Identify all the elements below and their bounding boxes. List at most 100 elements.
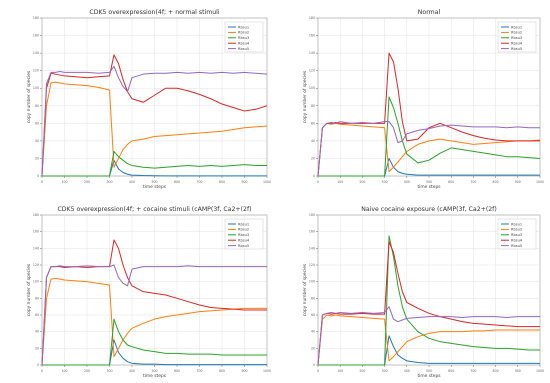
y-tick-label: 160 bbox=[33, 230, 39, 234]
x-tick-label: 300 bbox=[382, 369, 388, 373]
x-tick-label: 200 bbox=[359, 369, 365, 373]
chart-title: CDK5 overexpression(4f; + cocaine stimul… bbox=[57, 206, 251, 213]
y-tick-label: 180 bbox=[33, 16, 39, 20]
y-tick-label: 60 bbox=[35, 121, 39, 125]
x-tick-label: 800 bbox=[219, 180, 225, 184]
x-tick-label: 700 bbox=[470, 180, 476, 184]
x-tick-label: 700 bbox=[196, 180, 202, 184]
y-tick-label: 40 bbox=[35, 139, 39, 143]
x-tick-label: 200 bbox=[84, 180, 90, 184]
y-tick-label: 40 bbox=[35, 330, 39, 334]
y-tick-label: 40 bbox=[311, 139, 315, 143]
x-tick-label: 900 bbox=[515, 369, 521, 373]
x-tick-label: 200 bbox=[84, 369, 90, 373]
y-tick-label: 140 bbox=[33, 246, 39, 250]
x-axis-label: time steps bbox=[143, 373, 167, 379]
x-tick-label: 800 bbox=[219, 369, 225, 373]
x-tick-label: 1000 bbox=[263, 369, 271, 373]
x-tick-label: 200 bbox=[359, 180, 365, 184]
y-tick-label: 100 bbox=[33, 280, 39, 284]
chart-panel-1: 0 100 200 300 400 500 600 700 800 900 1000 0 20 40 60 8… bbox=[26, 9, 271, 190]
legend-label: Rbsu1 bbox=[511, 25, 522, 29]
legend-label: Rbsu2 bbox=[238, 31, 249, 35]
chart-panel-4: 0 100 200 300 400 500 600 700 800 900 1000 0 20 40 60 8… bbox=[302, 206, 544, 379]
y-tick-label: 0 bbox=[37, 363, 39, 367]
x-tick-label: 100 bbox=[61, 369, 67, 373]
legend-label: Rbsu1 bbox=[238, 25, 249, 29]
chart-title: CDK5 overexpression(4f; + normal stimuli bbox=[89, 9, 219, 16]
y-tick-label: 120 bbox=[33, 263, 39, 267]
chart-title: Normal bbox=[418, 9, 441, 16]
y-axis-label: copy number of species bbox=[302, 263, 308, 316]
x-tick-label: 1000 bbox=[263, 180, 271, 184]
y-tick-label: 100 bbox=[309, 280, 315, 284]
legend-label: Rbsu3 bbox=[511, 36, 522, 40]
y-tick-label: 120 bbox=[309, 69, 315, 73]
legend-label: Rbsu4 bbox=[511, 239, 523, 243]
x-tick-label: 300 bbox=[106, 180, 112, 184]
x-tick-label: 500 bbox=[151, 369, 157, 373]
series-line-rbsu4 bbox=[41, 239, 267, 366]
y-tick-label: 160 bbox=[309, 34, 315, 38]
y-tick-label: 0 bbox=[313, 174, 315, 178]
y-tick-label: 80 bbox=[35, 296, 39, 300]
x-tick-label: 800 bbox=[493, 180, 499, 184]
y-tick-label: 0 bbox=[37, 174, 39, 178]
x-tick-label: 700 bbox=[470, 369, 476, 373]
series-line-rbsu5 bbox=[41, 264, 267, 366]
x-tick-label: 600 bbox=[174, 369, 180, 373]
y-tick-label: 180 bbox=[309, 213, 315, 217]
y-tick-label: 80 bbox=[311, 104, 315, 108]
x-tick-label: 800 bbox=[493, 369, 499, 373]
y-axis-label: copy number of species bbox=[26, 70, 32, 123]
series-line-rbsu5 bbox=[317, 121, 540, 177]
x-tick-label: 100 bbox=[61, 180, 67, 184]
legend-label: Rbsu4 bbox=[511, 42, 523, 46]
legend-label: Rbsu4 bbox=[238, 239, 250, 243]
legend-label: Rbsu4 bbox=[238, 42, 250, 46]
x-tick-label: 500 bbox=[426, 180, 432, 184]
y-tick-label: 100 bbox=[309, 86, 315, 90]
y-tick-label: 100 bbox=[33, 86, 39, 90]
x-tick-label: 300 bbox=[382, 180, 388, 184]
y-axis-label: copy number of species bbox=[26, 263, 32, 316]
legend-label: Rbsu1 bbox=[511, 222, 522, 226]
chart-panel-3: 0 100 200 300 400 500 600 700 800 900 1000 0 20 40 60 8… bbox=[26, 206, 271, 379]
series-line-rbsu2 bbox=[317, 314, 540, 366]
y-tick-label: 20 bbox=[35, 346, 39, 350]
legend-label: Rbsu5 bbox=[511, 244, 522, 248]
chart-panel-2: 0 100 200 300 400 500 600 700 800 900 1000 0 20 40 60 8… bbox=[302, 9, 544, 190]
series-line-rbsu3 bbox=[318, 235, 540, 366]
legend-label: Rbsu5 bbox=[238, 47, 249, 51]
legend-label: Rbsu3 bbox=[238, 36, 249, 40]
x-tick-label: 900 bbox=[241, 369, 247, 373]
y-tick-label: 60 bbox=[35, 313, 39, 317]
y-tick-label: 120 bbox=[309, 263, 315, 267]
x-tick-label: 400 bbox=[129, 369, 135, 373]
y-tick-label: 40 bbox=[311, 330, 315, 334]
series-line-rbsu5 bbox=[317, 306, 540, 366]
y-tick-label: 160 bbox=[33, 34, 39, 38]
y-tick-label: 180 bbox=[309, 16, 315, 20]
series-line-rbsu2 bbox=[317, 122, 541, 177]
y-tick-label: 140 bbox=[309, 246, 315, 250]
y-tick-label: 20 bbox=[35, 156, 39, 160]
y-tick-label: 20 bbox=[311, 346, 315, 350]
y-tick-label: 160 bbox=[309, 230, 315, 234]
y-tick-label: 60 bbox=[311, 121, 315, 125]
legend-label: Rbsu5 bbox=[511, 47, 522, 51]
x-tick-label: 900 bbox=[515, 180, 521, 184]
y-tick-label: 0 bbox=[313, 363, 315, 367]
y-tick-label: 60 bbox=[311, 313, 315, 317]
x-tick-label: 0 bbox=[41, 180, 43, 184]
x-axis-label: time steps bbox=[143, 184, 167, 190]
y-tick-label: 140 bbox=[33, 51, 39, 55]
x-tick-label: 100 bbox=[337, 180, 343, 184]
legend-label: Rbsu2 bbox=[511, 31, 522, 35]
y-tick-label: 80 bbox=[311, 296, 315, 300]
series-line-rbsu2 bbox=[41, 81, 268, 177]
